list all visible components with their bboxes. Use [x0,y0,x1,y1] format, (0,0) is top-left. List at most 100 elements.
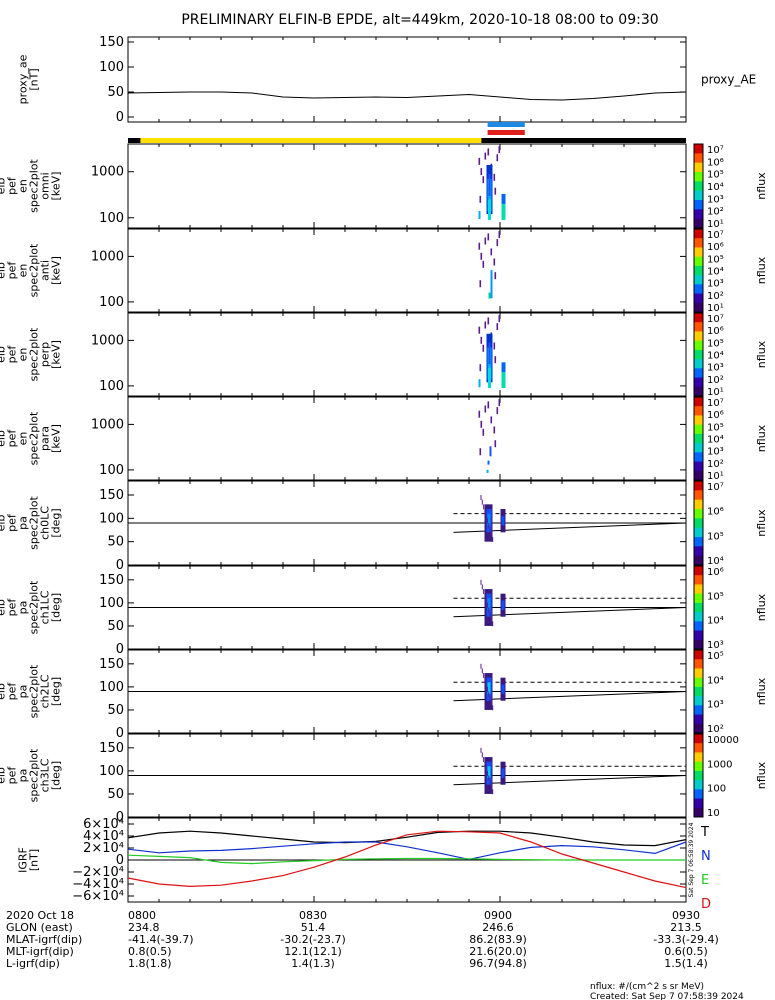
heatmap-cell [486,469,489,473]
colorbar-tick-label: 10² [707,207,724,218]
y-axis-label-line: pef [6,598,19,617]
y-tick-label: 100 [99,511,124,526]
colorbar-segment [694,470,703,481]
heatmap-cell [487,460,490,465]
y-axis-label-line: elb [0,515,8,532]
footer-row-label: MLT-igrf(dip) [6,945,74,958]
colorbar-segment [694,331,703,342]
colorbar-frame [693,396,704,481]
footer-row-value: 0800 [128,909,156,922]
colorbar-segment [694,602,703,613]
colorbar-segment [694,284,703,295]
heatmap-cell [490,248,493,256]
y-tick-label: 150 [99,573,124,588]
heatmap-cell [484,321,487,329]
heatmap-cell [501,516,505,526]
y-tick-label: 100 [99,211,124,226]
heatmap-cell [501,193,506,204]
colorbar-tick-label: 10⁷ [707,398,724,409]
heatmap-cell [488,775,490,781]
y-axis-label-line: pa [17,516,30,530]
colorbar-segment [694,397,703,407]
heatmap-cell [484,677,486,683]
heatmap-cell [494,272,497,280]
colorbar-tick-label: 10³ [707,194,724,205]
y-tick-label: 1000 [91,417,124,432]
y-axis-label-line: ch1LC [39,590,52,624]
colorbar-tick-label: 10³ [707,447,724,458]
heatmap-cell [501,362,506,373]
colorbar-tick-label: 10⁶ [707,157,724,168]
colorbar-label: nflux [755,761,768,789]
heatmap-cell [487,602,488,608]
colorbar-tick-label: 10⁴ [707,675,724,686]
footer-row-value: -41.4(-39.7) [128,933,194,946]
heatmap-cell [484,761,486,767]
y-tick-label: 0 [116,558,124,573]
footer-row-label: 2020 Oct 18 [6,909,74,922]
y-axis-label-line: elb [0,683,8,700]
heatmap-cell [484,237,487,245]
colorbar-tick-label: 10000 [707,735,739,746]
colorbar-segment [694,340,703,351]
heatmap-cell [488,292,491,299]
y-tick-label: 0 [116,110,124,125]
colorbar-segment [694,723,703,734]
colorbar-segment [694,452,703,463]
colorbar-segment [694,734,703,744]
colorbar-label: nflux [755,509,768,537]
colorbar-segment [694,229,703,239]
heatmap-cell [487,401,490,409]
colorbar-tick-label: 10³ [707,700,724,711]
y-tick-label: 2×10⁴ [83,841,124,856]
y-tick-label: 0 [116,726,124,741]
panel-proxy_ae: proxy_ae[nT] 150 100 50 0 proxy_AE [17,35,757,125]
panel-frame [127,228,687,313]
footer-row-value: 213.5 [670,921,702,934]
colorbar-segment [694,209,703,220]
heatmap-cell [489,446,492,457]
heatmap-cell [496,323,499,331]
y-axis-label-line: pef [6,261,19,280]
colorbar-tick-label: 10¹ [707,219,724,230]
heatmap-cell [487,518,488,524]
colorbar-segment [694,621,703,632]
colorbar-segment [694,527,703,538]
y-axis-label-line: [keV] [50,172,63,201]
panel-frame [127,312,687,397]
heatmap-cell [498,146,501,154]
colorbar-segment [694,443,703,453]
y-axis-label-line: [keV] [50,424,63,453]
heatmap-cell [483,673,485,679]
plot-title: PRELIMINARY ELFIN-B EPDE, alt=449km, 202… [181,12,658,28]
heatmap-cell [480,495,482,500]
heatmap-cell [498,315,501,323]
heatmap-cell [489,696,491,702]
heatmap-cell [488,523,490,528]
y-axis-label-line: spec2plot [28,748,41,802]
heatmap-cell [478,410,481,418]
colorbar-segment [694,247,703,258]
heatmap-cell [482,428,485,436]
heatmap-cell [490,784,492,790]
colorbar-segment [694,218,703,229]
colorbar-tick-label: 10⁷ [707,314,724,325]
colorbar-tick-label: 10³ [707,279,724,290]
colorbar-tick-label: 10² [707,459,724,470]
colorbar-segment [694,509,703,519]
y-tick-label: −6×10⁴ [72,889,124,904]
heatmap-cell [494,187,497,195]
y-axis-label-line: pef [6,345,19,364]
footer-row-value: 1.8(1.8) [128,957,172,970]
y-axis-label-line: en [17,432,30,446]
y-axis-label-line: spec2plot [28,580,41,634]
colorbar-segment [694,481,703,491]
y-axis-label-line: spec2plot [28,411,41,465]
colorbar-segment [694,798,703,809]
colorbar-tick-label: 10⁵ [707,338,724,349]
y-axis-label-line: [deg] [50,508,63,537]
colorbar-segment [694,668,703,679]
colorbar-segment [694,686,703,697]
